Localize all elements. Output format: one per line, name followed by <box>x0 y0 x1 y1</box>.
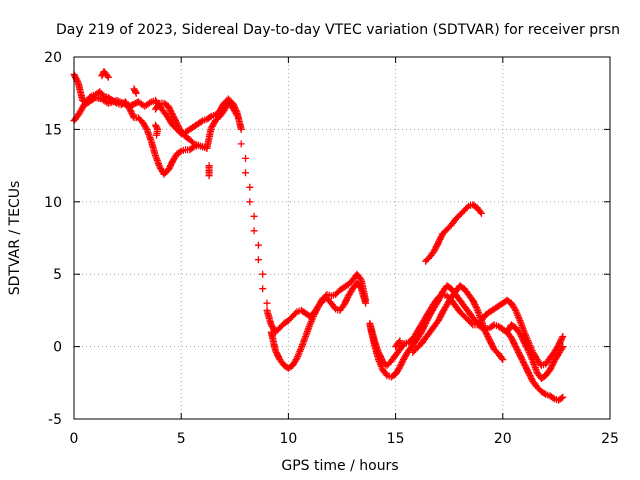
grid <box>74 57 610 419</box>
x-tick-label: 0 <box>70 431 79 447</box>
y-tick-label: 10 <box>44 195 62 211</box>
x-tick-labels: 0 5 10 15 20 25 <box>70 431 619 447</box>
y-tick-labels: -5 0 5 10 15 20 <box>44 50 62 428</box>
y-tick-label: 20 <box>44 50 62 66</box>
x-tick-label: 5 <box>177 431 186 447</box>
data-markers <box>70 70 567 404</box>
x-tick-label: 15 <box>387 431 405 447</box>
x-axis-label: GPS time / hours <box>281 458 398 474</box>
data-points <box>70 68 567 404</box>
y-tick-label: 15 <box>44 122 62 138</box>
y-tick-label: -5 <box>48 412 62 428</box>
axis-ticks <box>73 56 611 420</box>
x-tick-label: 20 <box>494 431 512 447</box>
series-track-c <box>98 68 567 382</box>
x-tick-label: 10 <box>279 431 297 447</box>
y-tick-label: 0 <box>53 340 62 356</box>
x-tick-label: 25 <box>601 431 619 447</box>
y-axis-label: SDTVAR / TECUs <box>7 181 23 296</box>
chart-title: Day 219 of 2023, Sidereal Day-to-day VTE… <box>56 22 620 38</box>
y-tick-label: 5 <box>53 267 62 283</box>
series-track-a <box>70 70 567 404</box>
data-markers <box>98 68 567 382</box>
plot-frame <box>73 56 611 420</box>
